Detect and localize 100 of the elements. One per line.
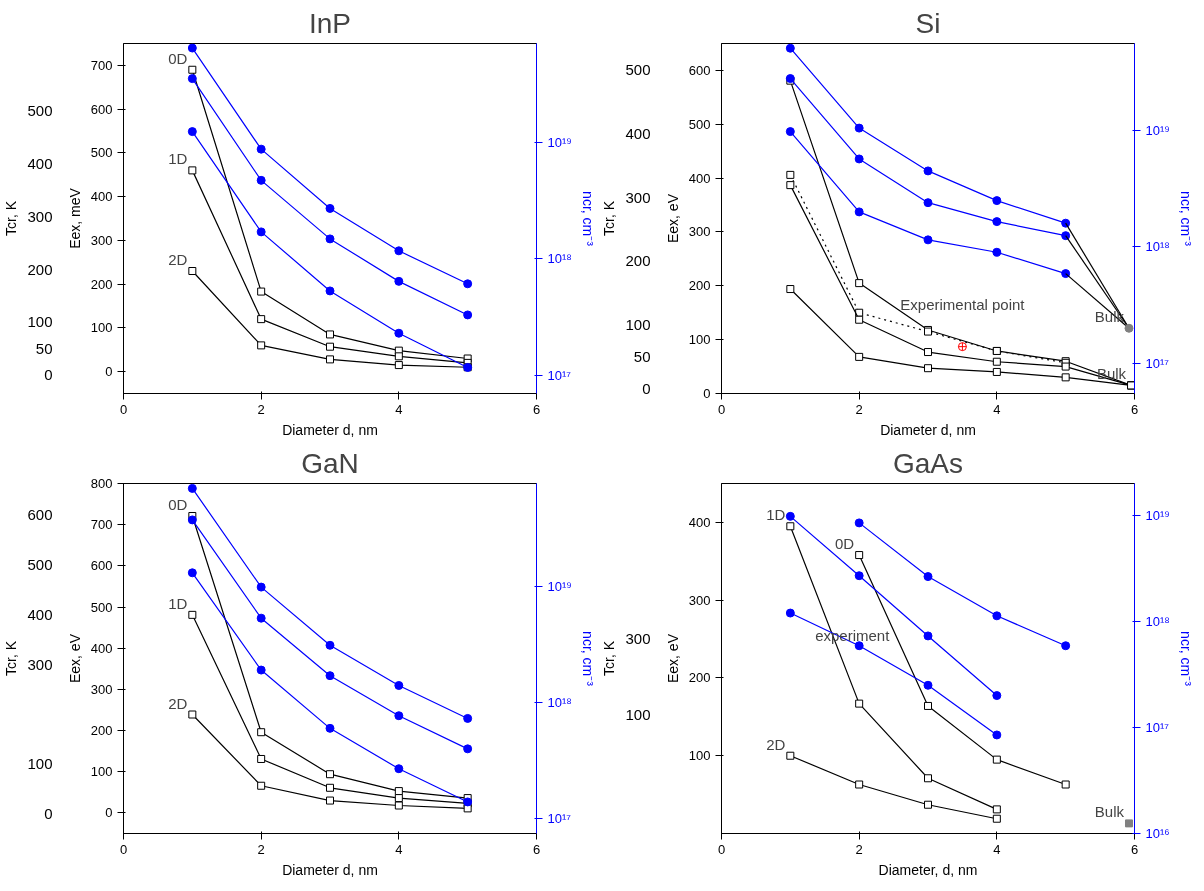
- y3-tick-label: 400: [27, 605, 53, 623]
- y2-tick-label: 10¹⁷: [1145, 719, 1170, 735]
- y3-tick-label: 300: [27, 655, 53, 673]
- y-tick-label: 100: [688, 748, 711, 764]
- x-tick-label: 4: [395, 841, 403, 857]
- x-tick-label: 2: [257, 401, 265, 417]
- y-tick-label: 500: [688, 116, 711, 132]
- y-tick-label: 700: [90, 517, 113, 533]
- y-tick-label: 400: [90, 189, 113, 205]
- y3-tick-label: 0: [44, 805, 53, 823]
- y3-tick-label: 300: [625, 630, 651, 648]
- x-tick-label: 6: [1130, 841, 1139, 857]
- x-axis-title: Diameter, d, nm: [878, 861, 978, 878]
- y3-tick-label: 500: [27, 102, 53, 120]
- x-tick-label: 0: [717, 841, 726, 857]
- y-tick-label: 300: [90, 681, 113, 697]
- x-tick-label: 6: [1130, 401, 1139, 417]
- x-tick-label: 2: [855, 841, 863, 857]
- y-axis-title: Eex, eV: [664, 193, 681, 244]
- chart-title: GaAs: [892, 447, 964, 479]
- y-tick-label: 400: [90, 640, 113, 656]
- y-tick-label: 100: [90, 320, 113, 336]
- y-tick-label: 200: [90, 723, 113, 739]
- y-tick-label: 500: [90, 145, 113, 161]
- y-tick-label: 0: [703, 386, 711, 401]
- y-tick-label: 300: [90, 232, 113, 248]
- y-axis-title: Eex, meV: [66, 187, 83, 249]
- y-tick-label: 100: [688, 332, 711, 348]
- y3-axis-title: Tcr, K: [3, 640, 20, 676]
- y3-tick-label: 300: [27, 207, 53, 225]
- annotation: 2D: [766, 735, 786, 753]
- y2-tick-label: 10¹⁹: [547, 134, 572, 150]
- y3-tick-label: 200: [27, 260, 53, 278]
- annotation: 2D: [168, 694, 188, 712]
- chart-title: Si: [915, 7, 941, 39]
- y3-axis-title: Tcr, K: [601, 640, 618, 676]
- y3-tick-label: 0: [44, 366, 53, 384]
- y3-tick-label: 100: [625, 316, 651, 334]
- x-tick-label: 2: [855, 401, 863, 417]
- annotation: 2D: [168, 251, 188, 268]
- y2-tick-label: 10¹⁷: [547, 811, 572, 827]
- x-axis-title: Diameter d, nm: [282, 421, 378, 438]
- y2-tick-label: 10¹⁹: [547, 578, 572, 594]
- x-tick-label: 0: [717, 401, 726, 417]
- y2-axis-title: ncr, cm⁻³: [1177, 191, 1194, 247]
- annotation: Bulk: [1094, 803, 1125, 821]
- y2-tick-label: 10¹⁹: [1145, 123, 1170, 139]
- x-tick-label: 4: [993, 841, 1001, 857]
- annotation: 1D: [766, 506, 786, 524]
- y2-tick-label: 10¹⁸: [547, 251, 572, 267]
- y-tick-label: 800: [90, 476, 113, 491]
- y3-tick-label: 400: [625, 124, 651, 142]
- y2-axis-title: ncr, cm⁻³: [579, 631, 596, 687]
- x-tick-label: 6: [532, 401, 541, 417]
- y-tick-label: 600: [90, 101, 113, 117]
- y2-axis-title: ncr, cm⁻³: [579, 191, 596, 247]
- annotation: 1D: [168, 594, 188, 612]
- y-tick-label: 500: [90, 599, 113, 615]
- y-tick-label: 400: [688, 514, 711, 530]
- y-tick-label: 400: [688, 170, 711, 186]
- annotation: 0D: [834, 535, 855, 553]
- y2-tick-label: 10¹⁷: [547, 367, 572, 383]
- y-tick-label: 700: [90, 57, 113, 73]
- y3-tick-label: 500: [27, 556, 53, 574]
- chart-title: GaN: [301, 447, 359, 479]
- x-tick-label: 4: [395, 401, 403, 417]
- y3-tick-label: 400: [27, 155, 53, 173]
- y2-tick-label: 10¹⁹: [1145, 507, 1170, 523]
- y3-tick-label: 100: [27, 313, 53, 331]
- y3-tick-label: 200: [625, 252, 651, 270]
- y3-tick-label: 600: [27, 506, 53, 524]
- y-axis-title: Eex, eV: [66, 633, 83, 684]
- annotation: 0D: [168, 496, 188, 514]
- x-tick-label: 0: [119, 841, 128, 857]
- y-tick-label: 0: [105, 364, 113, 380]
- y2-axis-title: ncr, cm⁻³: [1177, 631, 1194, 687]
- annotation: 1D: [168, 150, 188, 168]
- y3-tick-label: 50: [633, 348, 651, 366]
- annotation: 0D: [168, 49, 188, 67]
- y-tick-label: 100: [90, 764, 113, 780]
- chart-title: InP: [308, 7, 352, 39]
- y-tick-label: 200: [688, 670, 711, 686]
- y3-tick-label: 0: [642, 380, 651, 398]
- y2-tick-label: 10¹⁷: [1145, 355, 1170, 371]
- y3-axis-title: Tcr, K: [601, 200, 618, 236]
- x-tick-label: 4: [993, 401, 1001, 417]
- annotation: Experimental point: [900, 295, 1026, 313]
- annotation: Bulk: [1096, 365, 1127, 383]
- y-tick-label: 200: [90, 276, 113, 292]
- x-tick-label: 6: [532, 841, 541, 857]
- x-axis-title: Diameter d, nm: [282, 861, 378, 878]
- y2-tick-label: 10¹⁸: [1145, 613, 1170, 629]
- y3-axis-title: Tcr, K: [3, 200, 20, 236]
- y-axis-title: Eex, eV: [664, 633, 681, 684]
- y-tick-label: 600: [688, 62, 711, 78]
- y3-tick-label: 50: [35, 339, 53, 357]
- y3-tick-label: 100: [27, 755, 53, 773]
- y3-tick-label: 100: [625, 705, 651, 723]
- y3-tick-label: 500: [625, 60, 651, 78]
- x-axis-title: Diameter d, nm: [880, 421, 976, 438]
